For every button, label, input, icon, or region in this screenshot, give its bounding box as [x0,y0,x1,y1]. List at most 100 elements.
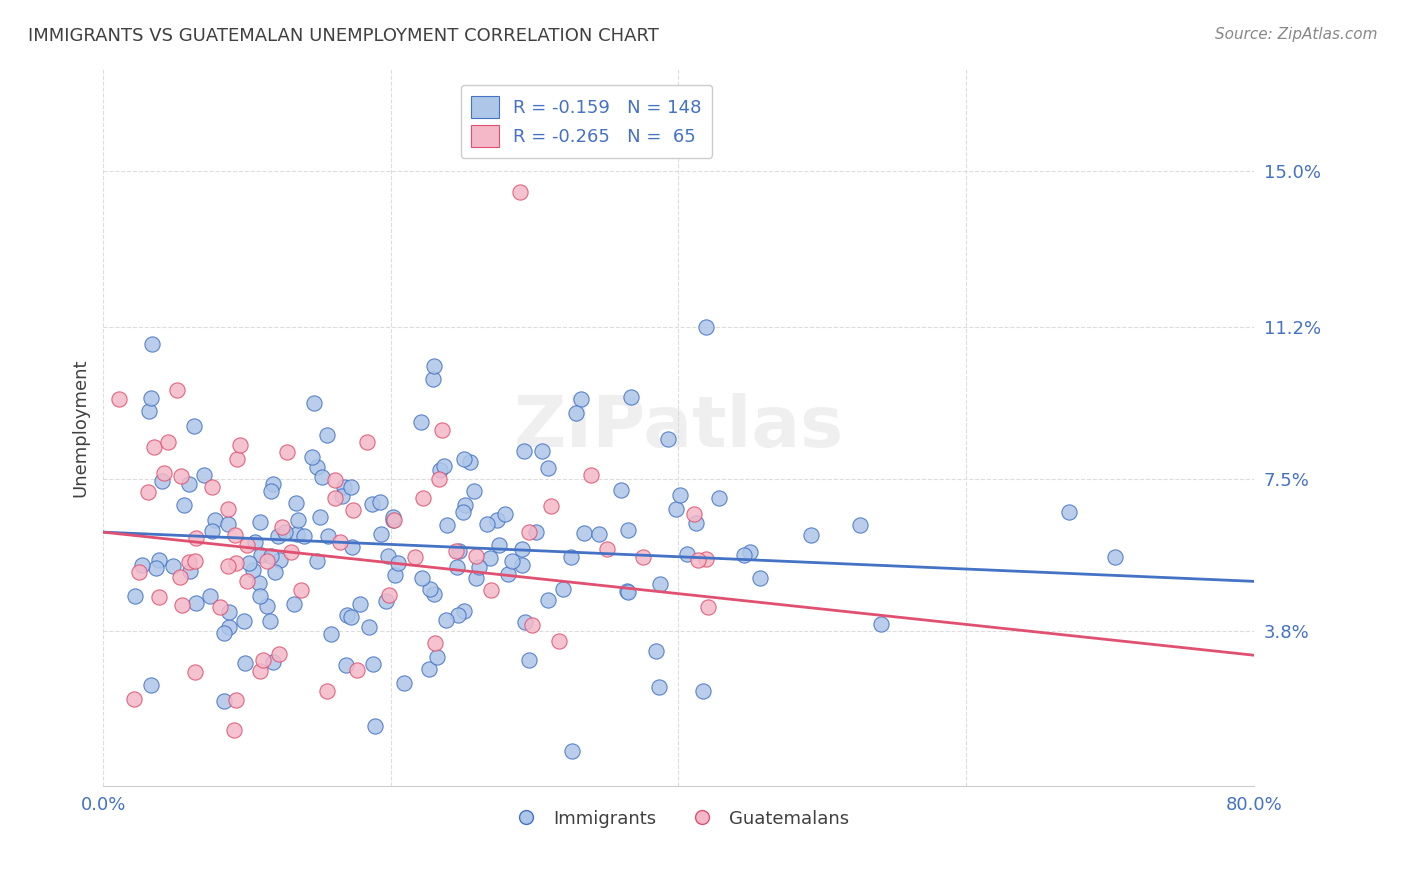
Point [287,527,309,541]
Point [148,553,170,567]
Point [139,391,162,405]
Point [426,650,449,665]
Point [644,644,666,658]
Point [364,719,387,733]
Point [419,582,441,596]
Point [465,571,488,585]
Point [686,552,709,566]
Point [316,529,339,543]
Point [217,501,239,516]
Point [217,558,239,573]
Point [553,582,575,597]
Point [433,458,456,473]
Point [574,525,596,540]
Point [394,676,416,690]
Point [184,665,207,679]
Point [368,495,391,509]
Point [236,538,259,552]
Point [242,563,264,577]
Point [262,655,284,669]
Point [186,596,208,610]
Point [536,461,558,475]
Legend: Immigrants, Guatemalans: Immigrants, Guatemalans [501,803,856,835]
Point [249,516,271,530]
Point [446,560,468,574]
Point [170,469,193,483]
Point [616,583,638,598]
Point [307,459,329,474]
Point [342,503,364,517]
Point [374,593,396,607]
Point [531,443,554,458]
Point [411,571,433,585]
Point [382,509,405,524]
Point [330,489,353,503]
Point [685,516,707,530]
Point [540,499,562,513]
Point [304,395,326,409]
Point [283,597,305,611]
Point [454,498,477,512]
Point [1104,550,1126,565]
Point [695,320,717,334]
Point [290,582,312,597]
Point [274,524,297,539]
Point [384,568,406,582]
Point [468,560,491,574]
Point [418,662,440,676]
Point [335,658,357,673]
Point [198,589,221,603]
Point [259,549,281,564]
Point [596,542,619,557]
Y-axis label: Unemployment: Unemployment [72,359,89,497]
Point [411,415,433,429]
Point [494,507,516,521]
Point [128,566,150,580]
Point [387,556,409,570]
Point [222,723,245,737]
Point [631,549,654,564]
Point [510,541,533,556]
Point [267,529,290,543]
Point [1057,505,1080,519]
Point [412,491,434,506]
Point [657,432,679,446]
Point [370,527,392,541]
Point [453,604,475,618]
Point [648,577,671,591]
Point [122,691,145,706]
Point [139,678,162,692]
Point [232,614,254,628]
Point [799,528,821,542]
Point [301,450,323,464]
Point [617,523,640,537]
Point [136,485,159,500]
Point [250,548,273,562]
Point [325,491,347,506]
Point [547,634,569,648]
Point [224,527,246,541]
Point [256,554,278,568]
Point [218,620,240,634]
Point [520,618,543,632]
Point [108,392,131,406]
Point [319,627,342,641]
Point [707,491,730,505]
Point [537,593,560,607]
Point [204,512,226,526]
Point [236,574,259,588]
Point [166,383,188,397]
Point [349,598,371,612]
Point [315,428,337,442]
Point [145,561,167,575]
Point [157,434,180,449]
Point [287,513,309,527]
Point [228,438,250,452]
Point [309,509,332,524]
Point [238,556,260,570]
Point [488,539,510,553]
Point [453,451,475,466]
Point [382,513,405,527]
Point [208,599,231,614]
Point [749,571,772,585]
